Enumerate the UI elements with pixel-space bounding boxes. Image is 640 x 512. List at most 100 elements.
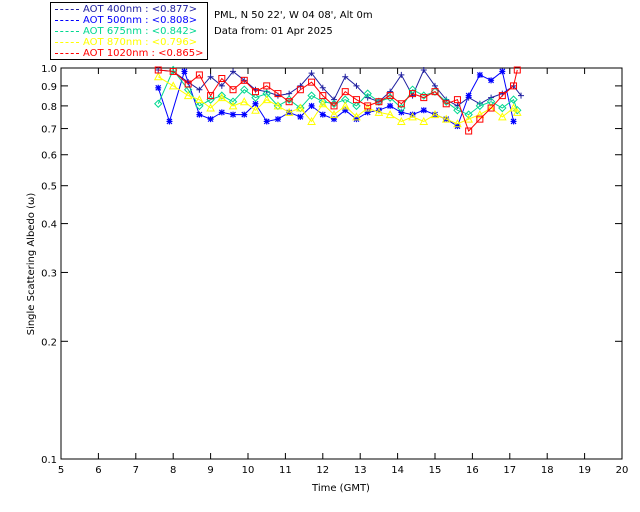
data-point [453,105,462,115]
ticks-layer: 5 6 7 8 9 10 11 12 13 14 15 16 17 18 19 20 0.1 0.2 0.3 0.4 0… [41,64,628,476]
data-point [331,116,338,123]
data-point [230,111,237,118]
data-point [297,113,304,120]
data-point [352,96,360,104]
data-point [184,80,192,88]
legend-swatch [55,30,79,32]
data-point [252,100,259,107]
data-point [153,72,163,81]
data-point [308,78,316,86]
data-point [207,73,214,80]
data-point [307,116,316,125]
data-point [430,87,440,96]
y-tick-label: 0.5 [41,182,57,193]
data-point [398,71,405,78]
data-point [453,119,462,128]
data-point [464,110,473,119]
data-point [465,127,473,135]
x-tick-label: 11 [279,465,292,476]
data-point [352,101,361,111]
data-point [353,116,360,123]
data-point [319,92,327,100]
data-point [285,98,293,106]
data-point [487,104,495,112]
data-point [363,89,372,98]
data-point [375,107,382,114]
data-point [181,68,188,75]
x-tick-label: 17 [503,465,516,476]
data-point [273,101,283,110]
data-point [296,103,305,113]
data-point [319,111,326,118]
data-point [154,99,163,108]
data-point [330,102,338,110]
data-point [387,102,394,109]
data-point [409,111,416,118]
data-point [488,77,495,84]
data-point [475,110,485,119]
data-point [297,82,304,89]
data-point [364,109,371,116]
data-point [169,67,177,75]
legend-label: AOT 675nm : <0.842> [83,26,198,37]
legend-label: AOT 400nm : <0.877> [83,4,198,15]
legend-entry: AOT 400nm : <0.877> [55,4,197,16]
data-point [296,103,305,112]
data-point [218,75,226,83]
data-point [509,103,518,112]
y-tick-label: 0.4 [41,220,57,231]
data-point [155,84,162,91]
data-date: Data from: 01 Apr 2025 [214,26,333,37]
data-point [420,94,428,102]
data-point [168,81,178,90]
data-point [509,95,518,104]
data-point [363,103,373,112]
legend-swatch [55,8,79,10]
data-point [217,93,227,102]
data-point [218,109,225,116]
data-point [353,82,360,89]
data-point [240,76,248,84]
data-point [476,71,483,78]
data-point [513,66,521,74]
y-tick-label: 0.7 [41,125,57,136]
data-point [217,91,227,100]
series-layer [153,65,525,135]
data-point [206,103,215,112]
x-tick-label: 5 [58,465,64,476]
data-point [229,86,237,94]
series-4 [154,66,521,135]
x-tick-label: 15 [429,465,442,476]
data-point [497,112,507,121]
data-point [409,90,417,98]
legend-swatch [55,52,79,54]
legend-label: AOT 1020nm : <0.865> [83,48,204,59]
data-point [195,95,204,104]
data-point [398,109,405,116]
data-point [207,116,214,123]
data-point [510,118,517,125]
data-point [397,116,406,125]
data-point [352,112,361,121]
x-tick-label: 20 [616,465,629,476]
data-point [420,67,427,73]
data-point [240,85,249,94]
data-point [441,114,451,123]
data-point [284,107,294,116]
data-point [239,97,249,106]
x-tick-label: 19 [578,465,591,476]
data-point [319,84,326,91]
x-tick-label: 16 [466,465,479,476]
x-tick-label: 12 [316,465,329,476]
data-point [251,88,259,96]
site-location: PML, N 50 22', W 04 08', Alt 0m [214,10,373,21]
legend-swatch [55,19,79,21]
legend-entry: AOT 870nm : <0.796> [55,37,197,49]
legend-entry: AOT 675nm : <0.842> [55,26,197,38]
data-point [442,100,450,108]
data-point [166,118,173,125]
x-tick-label: 9 [207,465,213,476]
x-tick-label: 8 [170,465,176,476]
data-point [340,101,350,110]
